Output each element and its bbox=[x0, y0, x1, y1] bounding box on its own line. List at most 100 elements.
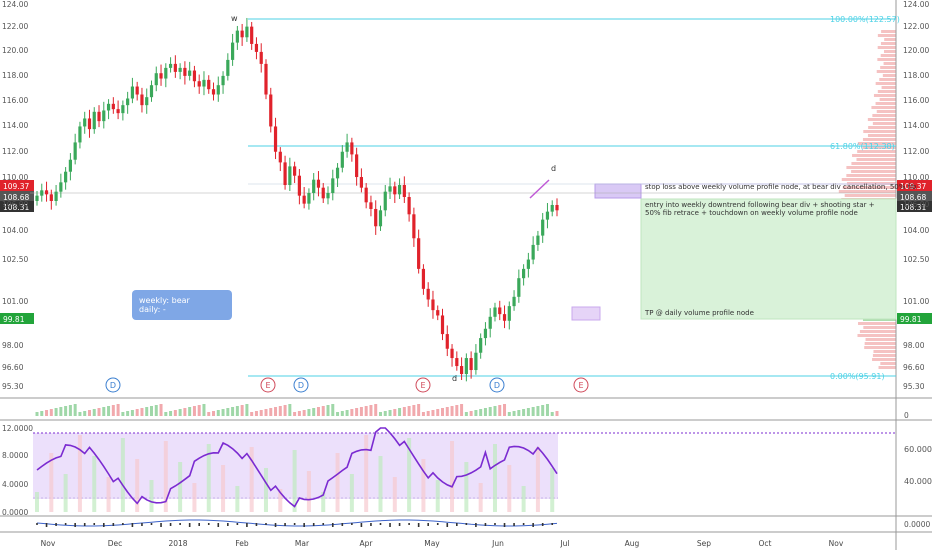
macd-histogram-bar bbox=[303, 523, 305, 527]
volume-bar bbox=[450, 406, 454, 416]
volume-bar bbox=[383, 411, 387, 416]
price-badge-left bbox=[0, 180, 34, 191]
volume-profile-bar bbox=[880, 54, 896, 57]
volume-profile-bar bbox=[876, 110, 896, 113]
price-tick-left: 120.00 bbox=[2, 46, 28, 55]
macd-histogram-bar bbox=[360, 523, 363, 527]
cycle-marker bbox=[260, 377, 276, 393]
candle-body bbox=[288, 166, 292, 186]
candle-body bbox=[116, 109, 120, 114]
price-tick-left: 122.00 bbox=[2, 22, 28, 31]
volume-profile-bar bbox=[881, 86, 896, 89]
macd-histogram-bar bbox=[436, 523, 439, 525]
candle-body bbox=[359, 177, 364, 188]
price-tick-left: 118.00 bbox=[2, 71, 28, 80]
volume-profile-bar bbox=[875, 102, 896, 105]
cycle-marker bbox=[573, 377, 589, 393]
volume-bar bbox=[350, 409, 354, 416]
price-tick-right: 116.00 bbox=[903, 96, 929, 105]
volume-bar bbox=[116, 404, 120, 416]
volume-bar bbox=[264, 409, 268, 416]
volume-bar bbox=[555, 411, 559, 416]
osc-histogram-bar bbox=[49, 453, 54, 512]
volume-bar bbox=[407, 406, 411, 416]
candle-body bbox=[250, 26, 254, 44]
candle-body bbox=[78, 126, 82, 143]
volume-bar bbox=[231, 407, 235, 416]
volume-profile-bar bbox=[880, 42, 896, 45]
candle-body bbox=[106, 103, 111, 111]
candle-body bbox=[283, 162, 287, 186]
volume-profile-bar bbox=[863, 130, 896, 133]
volume-profile-bar bbox=[872, 354, 896, 357]
time-tick: Mar bbox=[295, 539, 310, 548]
volume-profile-bar bbox=[868, 126, 896, 129]
candle-body bbox=[207, 79, 211, 90]
candle-body bbox=[140, 94, 144, 106]
fib-lines: 100.00%(122.57) 61.80%(112.38) 0.00%(95.91… bbox=[105, 15, 900, 393]
price-tick-right: 96.60 bbox=[903, 363, 925, 372]
macd-histogram-bar bbox=[112, 523, 115, 526]
candle-body bbox=[541, 219, 545, 236]
osc-histogram-bar bbox=[535, 447, 540, 512]
macd-line bbox=[36, 519, 558, 527]
volume-bar bbox=[378, 412, 382, 416]
price-badge-left bbox=[0, 201, 34, 212]
volume-bar bbox=[140, 408, 144, 416]
macd-histogram-bar bbox=[389, 523, 391, 527]
macd-histogram-bar bbox=[408, 523, 410, 525]
volume-profile-bar bbox=[880, 66, 896, 69]
time-tick: May bbox=[424, 539, 440, 548]
volume-profile-bar bbox=[872, 114, 896, 117]
candle-body bbox=[87, 118, 92, 130]
volume-bar bbox=[245, 404, 249, 416]
candle-body bbox=[374, 208, 378, 227]
volume-profile-bar bbox=[872, 122, 896, 125]
time-tick: Oct bbox=[759, 539, 772, 548]
osc-tick-left: 12.0000 bbox=[2, 424, 33, 433]
candle-body bbox=[350, 142, 354, 155]
macd-histogram-bar bbox=[45, 523, 48, 527]
volume-bar bbox=[126, 411, 130, 416]
candle-body bbox=[164, 67, 168, 79]
volume-bar bbox=[421, 412, 425, 416]
volume-bar bbox=[59, 407, 63, 416]
volume-bar bbox=[464, 412, 468, 416]
time-tick: Nov bbox=[41, 539, 56, 548]
volume-bar bbox=[107, 406, 111, 416]
price-tick-right: 95.30 bbox=[903, 382, 925, 391]
volume-bar bbox=[550, 412, 554, 416]
candle-body bbox=[68, 159, 72, 172]
volume-bar bbox=[302, 410, 306, 416]
price-tick-left: 106.00 bbox=[2, 200, 28, 209]
volume-profile-bar bbox=[877, 58, 896, 61]
osc-histogram-bar bbox=[378, 456, 383, 512]
macd-histogram-bar bbox=[83, 523, 86, 526]
osc-histogram-bar bbox=[492, 444, 497, 512]
price-tick-right: 120.00 bbox=[903, 46, 929, 55]
price-badge-left-text: 108.31 bbox=[3, 203, 29, 212]
cycle-marker-label: E bbox=[420, 381, 425, 390]
volume-bar bbox=[226, 408, 230, 416]
volume-bar bbox=[355, 408, 359, 416]
price-tick-left: 96.60 bbox=[2, 363, 24, 372]
candle-body bbox=[321, 187, 325, 199]
macd-histogram-bar bbox=[370, 523, 372, 526]
osc-right-tick-40: 40.0000 bbox=[904, 477, 932, 486]
osc-histogram-bar bbox=[206, 444, 211, 512]
swing-label-w: w bbox=[231, 14, 238, 23]
time-tick: 2018 bbox=[168, 539, 187, 548]
volume-bar bbox=[254, 411, 258, 416]
volume-pane bbox=[35, 404, 559, 416]
candle-body bbox=[364, 187, 368, 203]
candle-body bbox=[173, 63, 177, 72]
candle-body bbox=[245, 26, 249, 38]
price-tick-right: 106.00 bbox=[903, 200, 929, 209]
candle-body bbox=[307, 193, 311, 204]
volume-bar bbox=[121, 412, 125, 416]
oscillator-pane bbox=[33, 427, 896, 512]
cycle-marker-label: E bbox=[578, 381, 583, 390]
price-badge-left-text: 109.37 bbox=[3, 182, 29, 191]
volume-profile-bar bbox=[865, 338, 896, 341]
